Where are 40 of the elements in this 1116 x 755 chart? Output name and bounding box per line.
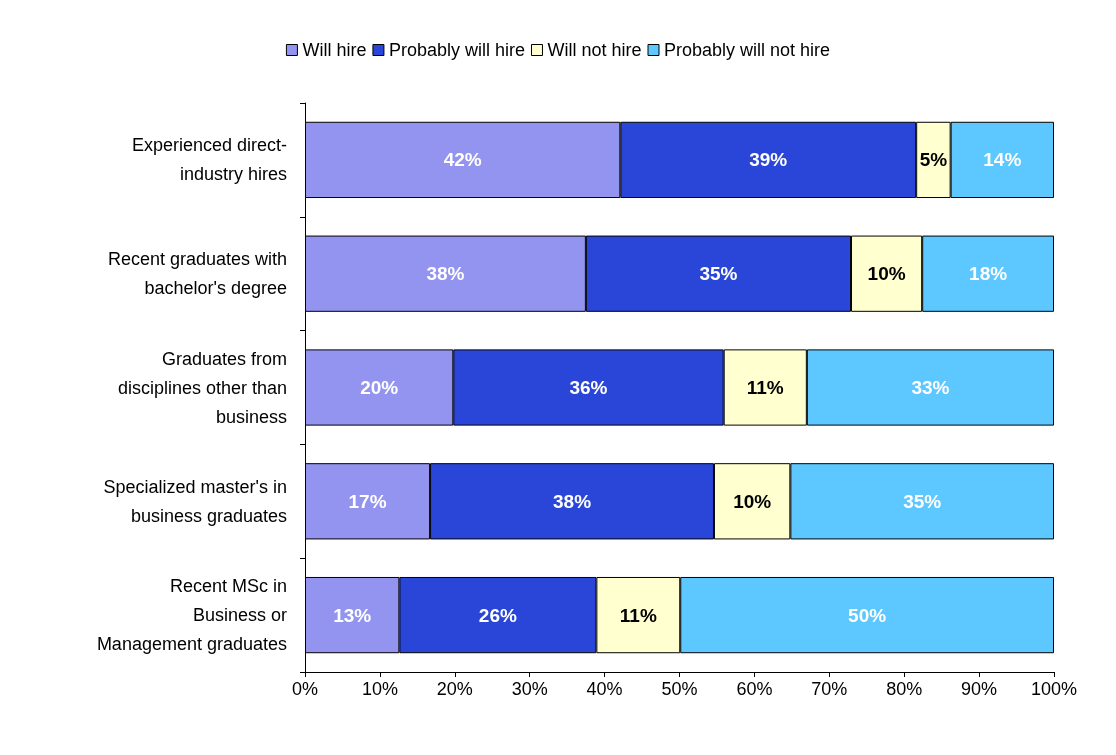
y-tick-label: Recent MSc in Business or Management graduates	[96, 576, 287, 655]
x-tick-label: 30%	[511, 679, 548, 699]
y-tick-label: Specialized master's in business graduates	[103, 476, 287, 526]
legend-label: Probably will hire	[388, 40, 525, 60]
data-label: 13%	[333, 604, 372, 626]
x-tick-label: 0%	[291, 679, 319, 699]
data-label: 39%	[749, 149, 788, 171]
y-tick-label: Experienced direct- industry hires	[131, 135, 287, 185]
data-label: 10%	[733, 490, 772, 512]
data-label: 11%	[619, 604, 657, 626]
x-tick-label: 20%	[436, 679, 473, 699]
y-tick-label: Graduates from disciplines other than business	[117, 348, 287, 427]
legend-label: Will not hire	[547, 40, 642, 60]
x-tick-label: 70%	[811, 679, 848, 699]
data-label: 35%	[903, 490, 942, 512]
x-tick-label: 60%	[736, 679, 773, 699]
y-tick-label: Recent graduates with bachelor's degree	[107, 249, 287, 299]
data-label: 11%	[746, 377, 784, 398]
data-label: 38%	[553, 490, 592, 512]
x-tick-label: 80%	[886, 679, 923, 699]
data-label: 50%	[848, 604, 887, 626]
x-tick-label: 100%	[1030, 679, 1078, 699]
data-label: 18%	[969, 263, 1008, 285]
data-label: 14%	[983, 149, 1022, 171]
data-label: 33%	[911, 377, 950, 398]
data-label: 26%	[478, 604, 517, 626]
data-label: 35%	[699, 263, 738, 285]
legend-label: Probably will not hire	[664, 40, 831, 60]
x-tick-label: 10%	[361, 679, 398, 699]
data-label: 42%	[443, 149, 482, 171]
data-label: 5%	[919, 149, 948, 171]
x-tick-label: 50%	[661, 679, 698, 699]
data-label: 36%	[569, 377, 608, 398]
data-label: 20%	[360, 377, 399, 398]
data-label: 38%	[426, 263, 465, 285]
x-tick-label: 90%	[961, 679, 998, 699]
legend-label: Will hire	[302, 40, 367, 60]
data-label: 17%	[348, 490, 387, 512]
data-label: 10%	[867, 263, 906, 285]
x-tick-label: 40%	[586, 679, 623, 699]
